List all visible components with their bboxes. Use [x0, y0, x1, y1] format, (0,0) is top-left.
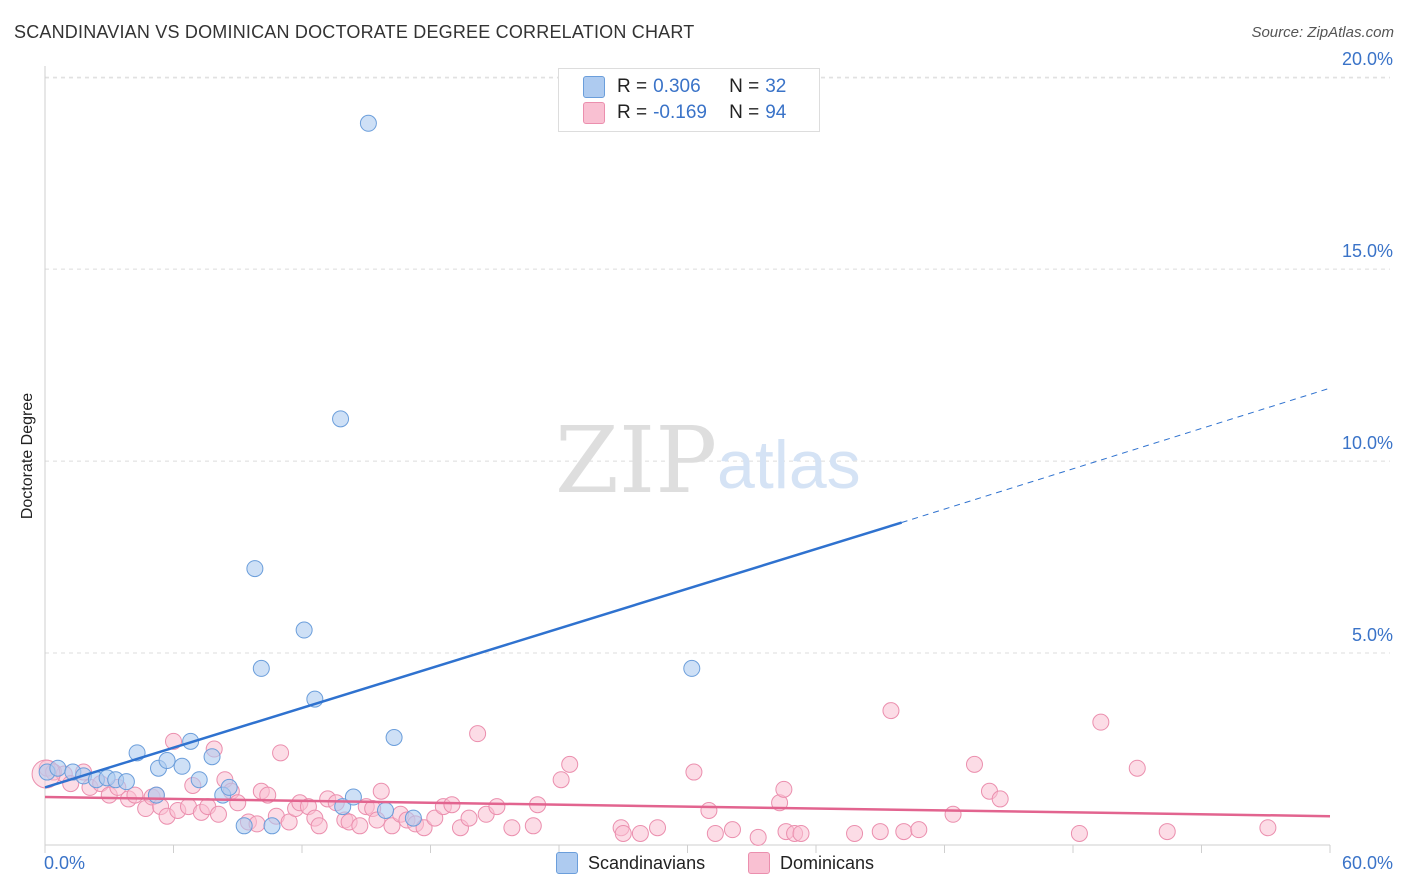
dominican-point	[310, 817, 328, 835]
dominican-point	[895, 823, 913, 841]
x-tick-label: 0.0%	[44, 853, 85, 873]
dominican-point	[443, 796, 461, 814]
dominican-point	[910, 821, 928, 839]
dominican-point	[488, 798, 506, 816]
dominican-point	[460, 809, 478, 827]
scandinavian-point	[377, 801, 395, 819]
dominican-point	[706, 824, 724, 842]
dominican-point	[503, 819, 521, 837]
y-tick-label: 5.0%	[1352, 625, 1393, 645]
scandinavian-point	[117, 773, 135, 791]
n-value: 32	[765, 76, 787, 97]
dominican-point	[524, 817, 542, 835]
legend-row-scandinavians: R = 0.306 N = 32	[583, 75, 786, 99]
dominican-point	[426, 809, 444, 827]
dominican-point	[209, 805, 227, 823]
scandinavian-point	[147, 786, 165, 804]
n-value: 94	[765, 102, 787, 123]
dominican-point	[415, 819, 433, 837]
y-tick-label: 10.0%	[1342, 433, 1393, 453]
dominican-point	[871, 823, 889, 841]
dominican-point	[229, 794, 247, 812]
dominican-point	[561, 755, 579, 773]
scandinavian-point	[235, 817, 253, 835]
dominican-point	[723, 821, 741, 839]
dominican-point	[700, 801, 718, 819]
chart-title: SCANDINAVIAN VS DOMINICAN DOCTORATE DEGR…	[14, 22, 695, 42]
legend-row-dominicans: R = -0.169 N = 94	[583, 101, 786, 125]
legend-label: Scandinavians	[588, 852, 706, 873]
correlation-legend: R = 0.306 N = 32 R = -0.169 N = 94	[558, 68, 820, 132]
dominican-swatch	[748, 852, 770, 874]
scandinavian-point	[263, 817, 281, 835]
legend-item-scandinavians[interactable]: Scandinavians	[556, 852, 705, 874]
dominican-point	[991, 790, 1009, 808]
scandinavian-point	[49, 759, 67, 777]
scandinavian-point	[246, 560, 264, 578]
dominican-point	[614, 824, 632, 842]
dominican-point	[1128, 759, 1146, 777]
legend-label: Dominicans	[780, 852, 875, 873]
dominican-point	[944, 805, 962, 823]
scandinavian-point	[385, 729, 403, 747]
dominican-point	[792, 824, 810, 842]
y-tick-label: 20.0%	[1342, 49, 1393, 69]
legend-item-dominicans[interactable]: Dominicans	[748, 852, 874, 874]
dominican-point	[1158, 823, 1176, 841]
dominican-point	[749, 828, 767, 846]
scandinavian-point	[158, 752, 176, 770]
trend-lines	[44, 387, 1331, 818]
series-legend: Scandinavians Dominicans	[0, 852, 1406, 876]
dominican-point	[1259, 819, 1277, 837]
r-label: R =	[617, 76, 648, 97]
dominican-trend-line	[44, 795, 1331, 818]
scandinavian-point	[683, 659, 701, 677]
dominican-point	[846, 824, 864, 842]
scandinavian-trend-extension	[901, 387, 1331, 523]
watermark-atlas: atlas	[717, 427, 861, 503]
scandinavian-point	[404, 809, 422, 827]
dominican-point	[1070, 824, 1088, 842]
dominican-point	[469, 725, 487, 743]
x-tick-label: 60.0%	[1342, 853, 1393, 873]
scandinavian-swatch	[583, 76, 605, 98]
watermark-zip: ZIP	[555, 407, 717, 514]
n-label: N =	[729, 76, 760, 97]
dominican-point	[775, 780, 793, 798]
n-label: N =	[729, 102, 760, 123]
dominican-point	[552, 771, 570, 789]
dominican-point	[272, 744, 290, 762]
source-label: Source: ZipAtlas.com	[1251, 24, 1394, 41]
scandinavian-point	[203, 748, 221, 766]
axes	[44, 66, 1331, 853]
dominican-point	[372, 782, 390, 800]
dominican-point	[685, 763, 703, 781]
dominican-point	[351, 817, 369, 835]
scandinavian-point	[295, 621, 313, 639]
scandinavian-point	[190, 771, 208, 789]
dominican-point	[965, 755, 983, 773]
dominican-point	[882, 702, 900, 720]
r-label: R =	[617, 102, 648, 123]
tick-labels: 5.0% 10.0% 15.0% 20.0% 0.0% 60.0%	[44, 49, 1393, 873]
r-value: 0.306	[653, 76, 701, 97]
scandinavian-points	[38, 114, 701, 835]
scandinavian-point	[173, 757, 191, 775]
dominican-point	[631, 824, 649, 842]
scandinavian-swatch	[556, 852, 578, 874]
scandinavian-point	[332, 410, 350, 428]
dominican-swatch	[583, 102, 605, 124]
scandinavian-point	[252, 659, 270, 677]
scandinavian-trend-line	[44, 521, 903, 789]
dominican-point	[1092, 713, 1110, 731]
scandinavian-point	[220, 778, 238, 796]
y-tick-label: 15.0%	[1342, 241, 1393, 261]
scandinavian-point	[359, 114, 377, 132]
r-value: -0.169	[653, 102, 707, 123]
dominican-points	[31, 702, 1277, 846]
dominican-point	[383, 817, 401, 835]
dominican-point	[649, 819, 667, 837]
